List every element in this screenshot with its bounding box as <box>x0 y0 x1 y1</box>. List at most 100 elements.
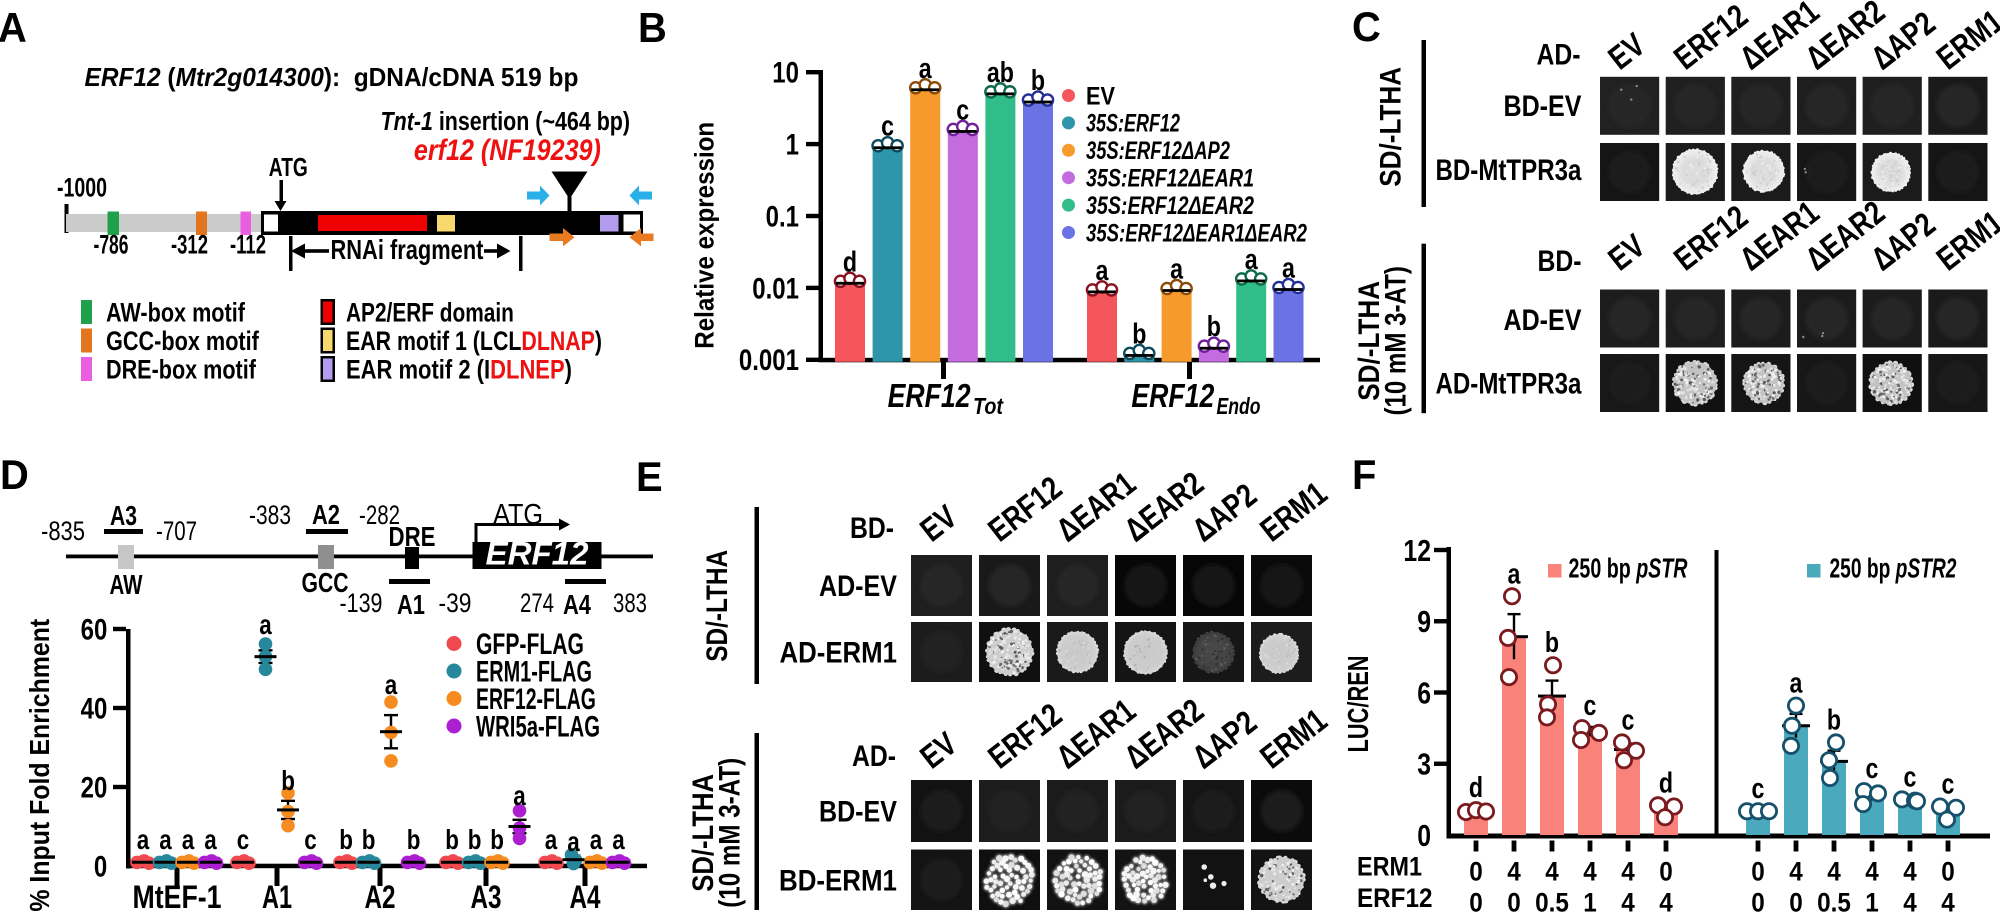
svg-text:ΔEAR1: ΔEAR1 <box>1050 465 1143 549</box>
svg-text:GFP-FLAG: GFP-FLAG <box>476 628 584 660</box>
svg-text:b: b <box>1207 310 1221 343</box>
svg-text:b: b <box>1031 63 1045 96</box>
svg-text:a: a <box>513 781 526 812</box>
svg-text:a: a <box>1170 252 1183 285</box>
svg-text:a: a <box>1508 557 1521 590</box>
svg-text:BD-EV: BD-EV <box>1504 89 1582 123</box>
svg-text:d: d <box>1469 771 1483 804</box>
svg-text:b: b <box>1132 317 1146 350</box>
svg-text:0: 0 <box>1507 888 1521 913</box>
svg-text:35S:ERF12ΔEAR2: 35S:ERF12ΔEAR2 <box>1086 192 1254 220</box>
svg-text:BD-: BD- <box>1538 244 1582 278</box>
svg-text:GCC: GCC <box>302 568 349 598</box>
svg-text:a: a <box>545 825 558 856</box>
svg-text:LUC/REN: LUC/REN <box>1343 655 1375 752</box>
svg-text:a: a <box>567 827 580 858</box>
svg-text:383: 383 <box>613 588 647 618</box>
svg-text:b: b <box>362 825 376 856</box>
svg-text:ERF12: ERF12 <box>888 378 971 414</box>
svg-text:ERM1: ERM1 <box>1254 475 1334 549</box>
svg-text:AP2/ERF domain: AP2/ERF domain <box>346 298 514 328</box>
svg-text:b: b <box>339 825 353 856</box>
svg-text:BD-: BD- <box>850 511 894 545</box>
svg-text:b: b <box>490 825 504 856</box>
svg-text:-39: -39 <box>439 588 472 618</box>
svg-text:BD-ERM1: BD-ERM1 <box>779 864 897 897</box>
svg-text:-786: -786 <box>94 229 129 260</box>
svg-text:b: b <box>468 825 482 856</box>
svg-text:10: 10 <box>772 55 799 89</box>
svg-text:c: c <box>304 825 316 856</box>
svg-text:4: 4 <box>1583 857 1597 886</box>
svg-text:35S:ERF12ΔAP2: 35S:ERF12ΔAP2 <box>1086 136 1230 164</box>
svg-text:SD/-LTHA: SD/-LTHA <box>686 774 719 892</box>
svg-text:AD-ERM1: AD-ERM1 <box>780 636 897 669</box>
svg-text:a: a <box>612 825 625 856</box>
svg-text:A2: A2 <box>312 499 340 530</box>
svg-text:(10 mM 3-AT): (10 mM 3-AT) <box>712 758 746 908</box>
svg-text:DRE-box motif: DRE-box motif <box>106 355 257 385</box>
svg-text:B: B <box>638 4 667 51</box>
svg-text:A4: A4 <box>570 880 601 913</box>
svg-text:Tot: Tot <box>973 394 1004 420</box>
svg-text:-282: -282 <box>359 500 400 530</box>
svg-text:4: 4 <box>1621 888 1635 913</box>
svg-text:-1000: -1000 <box>57 172 107 202</box>
svg-text:ERF12 (Mtr2g014300): gDNA/cDN: ERF12 (Mtr2g014300): gDNA/cDNA 519 bp <box>85 63 579 92</box>
svg-text:ERF12: ERF12 <box>982 470 1069 549</box>
svg-text:1: 1 <box>1865 888 1879 913</box>
svg-text:d: d <box>843 245 857 278</box>
svg-text:-312: -312 <box>171 229 208 259</box>
svg-text:1: 1 <box>1583 888 1597 913</box>
svg-text:c: c <box>881 109 894 142</box>
svg-text:ERM1: ERM1 <box>1357 852 1422 882</box>
svg-text:A4: A4 <box>563 589 591 620</box>
svg-text:0: 0 <box>1469 888 1483 913</box>
svg-text:WRI5a-FLAG: WRI5a-FLAG <box>476 711 600 744</box>
svg-text:a: a <box>1096 253 1109 286</box>
svg-text:b: b <box>281 766 295 797</box>
svg-text:60: 60 <box>81 612 108 646</box>
svg-text:ΔEAR1: ΔEAR1 <box>1050 692 1143 776</box>
svg-text:250 bp pSTR2: 250 bp pSTR2 <box>1830 553 1957 584</box>
svg-text:ATG: ATG <box>269 152 308 182</box>
svg-text:EV: EV <box>1602 228 1652 278</box>
svg-text:SD/-LTHA: SD/-LTHA <box>1352 281 1385 401</box>
svg-text:BD-EV: BD-EV <box>819 794 897 828</box>
svg-text:c: c <box>1866 752 1879 785</box>
svg-text:d: d <box>1659 766 1673 799</box>
svg-text:c: c <box>237 825 249 856</box>
svg-text:EAR motif 1 (LCLDLNAP): EAR motif 1 (LCLDLNAP) <box>346 326 602 356</box>
svg-text:erf12 (NF19239): erf12 (NF19239) <box>414 133 601 167</box>
svg-text:EV: EV <box>914 726 964 776</box>
svg-text:4: 4 <box>1903 857 1917 886</box>
svg-text:a: a <box>1790 666 1803 699</box>
svg-text:BD-MtTPR3a: BD-MtTPR3a <box>1436 152 1583 186</box>
svg-text:4: 4 <box>1827 857 1841 886</box>
svg-text:b: b <box>407 825 421 856</box>
svg-text:MtEF-1: MtEF-1 <box>133 880 222 913</box>
svg-text:(10 mM 3-AT): (10 mM 3-AT) <box>1378 266 1412 415</box>
svg-text:4: 4 <box>1621 857 1635 886</box>
svg-text:4: 4 <box>1789 857 1803 886</box>
svg-text:0.5: 0.5 <box>1535 888 1569 913</box>
svg-text:EV: EV <box>914 499 964 549</box>
svg-text:-707: -707 <box>156 516 197 546</box>
svg-text:-835: -835 <box>41 517 85 547</box>
svg-text:RNAi fragment: RNAi fragment <box>331 234 485 265</box>
svg-text:-383: -383 <box>249 501 291 531</box>
svg-text:ERM1-FLAG: ERM1-FLAG <box>476 655 592 688</box>
svg-text:4: 4 <box>1545 857 1559 886</box>
svg-text:a: a <box>1282 251 1295 284</box>
svg-text:c: c <box>1622 703 1635 736</box>
svg-text:b: b <box>445 825 459 856</box>
svg-text:0.001: 0.001 <box>739 343 799 377</box>
svg-text:0.1: 0.1 <box>766 199 799 233</box>
svg-text:0.5: 0.5 <box>1817 888 1851 913</box>
svg-text:Relative expression: Relative expression <box>690 122 720 349</box>
svg-text:9: 9 <box>1417 604 1431 638</box>
svg-text:35S:ERF12: 35S:ERF12 <box>1086 109 1180 138</box>
svg-text:EV: EV <box>1602 27 1652 77</box>
svg-text:Tnt-1 insertion (~464 bp): Tnt-1 insertion (~464 bp) <box>381 107 631 136</box>
svg-text:SD/-LTHA: SD/-LTHA <box>1374 67 1407 187</box>
